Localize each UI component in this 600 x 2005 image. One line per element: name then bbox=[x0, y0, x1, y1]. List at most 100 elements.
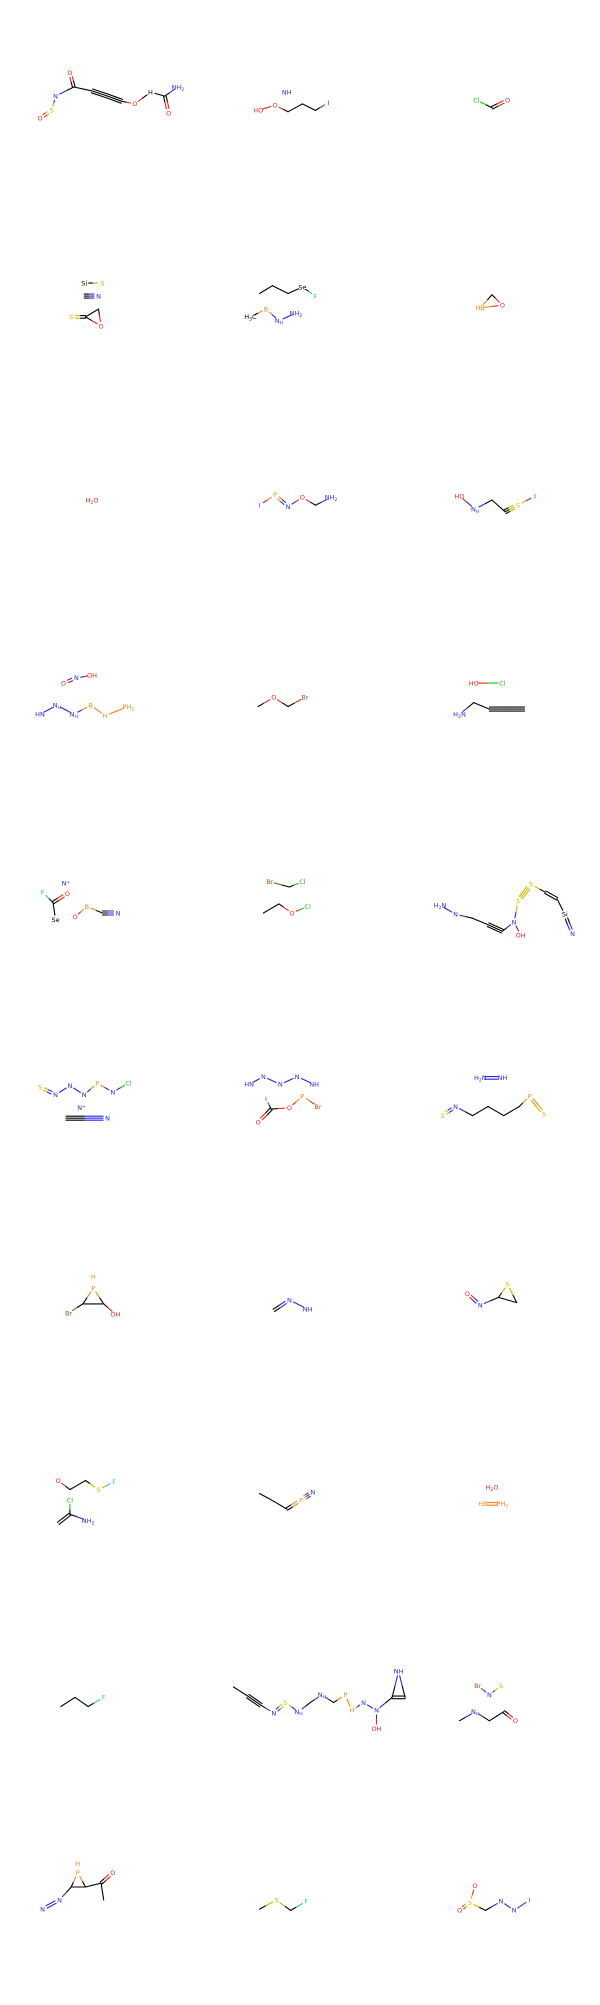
bond-19-3-0-1 bbox=[78, 1304, 83, 1307]
bond-26-5-0-1 bbox=[306, 1703, 310, 1706]
atom-label: O bbox=[300, 494, 305, 502]
bond-9-4-0-1 bbox=[526, 498, 530, 500]
bond-27-5-0-0 bbox=[504, 1711, 508, 1714]
atom-label: I bbox=[534, 492, 536, 500]
bond-25-1-0-1 bbox=[82, 1702, 89, 1707]
bond-16-4-0-1 bbox=[105, 1088, 109, 1090]
atom-label: B bbox=[88, 702, 92, 710]
atom-label: NH bbox=[471, 1708, 479, 1718]
bond-26-1-2-0 bbox=[247, 1698, 254, 1703]
bond-15-6-0-1 bbox=[516, 906, 517, 912]
bond-15-6-0-0 bbox=[515, 912, 516, 918]
bond-27-2-0-0 bbox=[460, 1717, 466, 1720]
bond-8-0-0-0 bbox=[263, 500, 267, 503]
atom-label: S bbox=[506, 1281, 510, 1289]
bond-2-4-0-0 bbox=[315, 108, 320, 111]
atom-label: O bbox=[457, 1907, 462, 1915]
atom-label: B bbox=[264, 305, 268, 313]
atom-label: N bbox=[82, 1091, 87, 1099]
bond-26-1-1-1 bbox=[254, 1701, 260, 1706]
atom-label: O bbox=[61, 679, 66, 687]
bond-9-2-0-0 bbox=[492, 500, 499, 506]
bond-26-15-0-0 bbox=[400, 1676, 403, 1687]
bond-18-4-0-1 bbox=[496, 1111, 504, 1116]
bond-11-0-0-1 bbox=[264, 700, 270, 703]
bond-5-0-0-1 bbox=[266, 286, 273, 290]
bond-23-0-0-1 bbox=[267, 1497, 274, 1501]
bond-18-3-0-0 bbox=[473, 1111, 481, 1116]
bond-16-5-0-1 bbox=[121, 1085, 125, 1087]
bond-2-0-0-0 bbox=[267, 107, 271, 108]
atom-label: N bbox=[53, 92, 58, 100]
bond-18-6-0-1 bbox=[523, 1099, 527, 1103]
atom-label: H bbox=[103, 712, 108, 720]
bond-13-1-0-0 bbox=[52, 898, 57, 901]
bond-28-2-0-0 bbox=[71, 1882, 73, 1887]
atom-label: N bbox=[478, 1302, 483, 1310]
bond-28-5-0-0 bbox=[86, 1885, 94, 1887]
bond-4-5-0-0 bbox=[91, 320, 97, 323]
bond-26-6-0-0 bbox=[310, 1700, 314, 1703]
bond-5-0-0-0 bbox=[260, 290, 267, 294]
atom-label: NH2 bbox=[290, 309, 303, 319]
atom-label: N bbox=[271, 1709, 276, 1717]
atom-label: H3C bbox=[244, 313, 257, 323]
bond-28-6-1-0 bbox=[102, 1880, 106, 1884]
bond-11-2-0-0 bbox=[288, 703, 294, 706]
atom-label: S bbox=[468, 1899, 472, 1907]
atom-label: I bbox=[327, 99, 329, 107]
bond-18-2-0-0 bbox=[460, 1109, 466, 1112]
bond-11-1-0-0 bbox=[278, 700, 283, 703]
atom-label: O bbox=[99, 322, 104, 330]
bond-29-2-0-0 bbox=[291, 1907, 297, 1910]
bond-23-3-1-1 bbox=[307, 1495, 309, 1496]
atom-label: N bbox=[67, 1082, 72, 1090]
bond-2-2-0-1 bbox=[295, 104, 302, 108]
bond-5-5-0-0 bbox=[269, 312, 272, 315]
bond-8-3-0-1 bbox=[311, 502, 316, 505]
atom-label: I bbox=[265, 1095, 267, 1103]
bond-19-1-0-1 bbox=[100, 1298, 104, 1304]
bond-18-3-0-1 bbox=[480, 1107, 488, 1112]
bond-5-1-0-0 bbox=[273, 286, 281, 290]
atom-label: O bbox=[465, 1290, 470, 1298]
bond-16-0-0-0 bbox=[45, 1088, 49, 1090]
bond-22-0-0-1 bbox=[66, 1486, 70, 1489]
bond-15-2-0-1 bbox=[480, 921, 488, 924]
bond-27-1-0-1 bbox=[495, 1688, 497, 1690]
bond-18-6-0-0 bbox=[519, 1103, 523, 1107]
atom-label: NH2 bbox=[82, 1517, 95, 1527]
bond-17-1-0-1 bbox=[272, 1081, 276, 1083]
bond-26-0-0-1 bbox=[241, 1692, 248, 1697]
bond-3-0-0-0 bbox=[480, 102, 486, 105]
bond-16-3-0-0 bbox=[88, 1089, 91, 1092]
bond-15-9-0-0 bbox=[546, 891, 552, 894]
bond-1-9-0-0 bbox=[155, 93, 160, 94]
bond-26-2-0-0 bbox=[261, 1705, 266, 1708]
bond-6-1-0-1 bbox=[496, 298, 500, 302]
bond-28-5-0-1 bbox=[93, 1883, 101, 1885]
bond-23-2-0-0 bbox=[286, 1505, 291, 1508]
bond-26-10-0-1 bbox=[358, 1705, 360, 1706]
atom-label: PH2 bbox=[123, 703, 135, 713]
atom-label: S bbox=[69, 313, 73, 321]
bond-13-2-0-1 bbox=[54, 909, 55, 915]
bond-8-4-0-0 bbox=[315, 502, 321, 505]
bond-15-11-1-0 bbox=[565, 919, 567, 925]
atom-label: S bbox=[499, 1682, 503, 1690]
bond-26-8-0-1 bbox=[338, 1697, 342, 1700]
bond-1-0-0-0 bbox=[72, 77, 73, 82]
bond-15-9-1-0 bbox=[545, 893, 551, 896]
atom-label: O bbox=[500, 302, 505, 310]
bond-4-4-0-1 bbox=[99, 315, 100, 321]
atom-label: N+ bbox=[77, 1104, 86, 1112]
atom-label: Cl bbox=[499, 679, 506, 687]
bond-29-1-0-0 bbox=[280, 1903, 285, 1907]
bond-14-0-0-0 bbox=[274, 883, 282, 885]
